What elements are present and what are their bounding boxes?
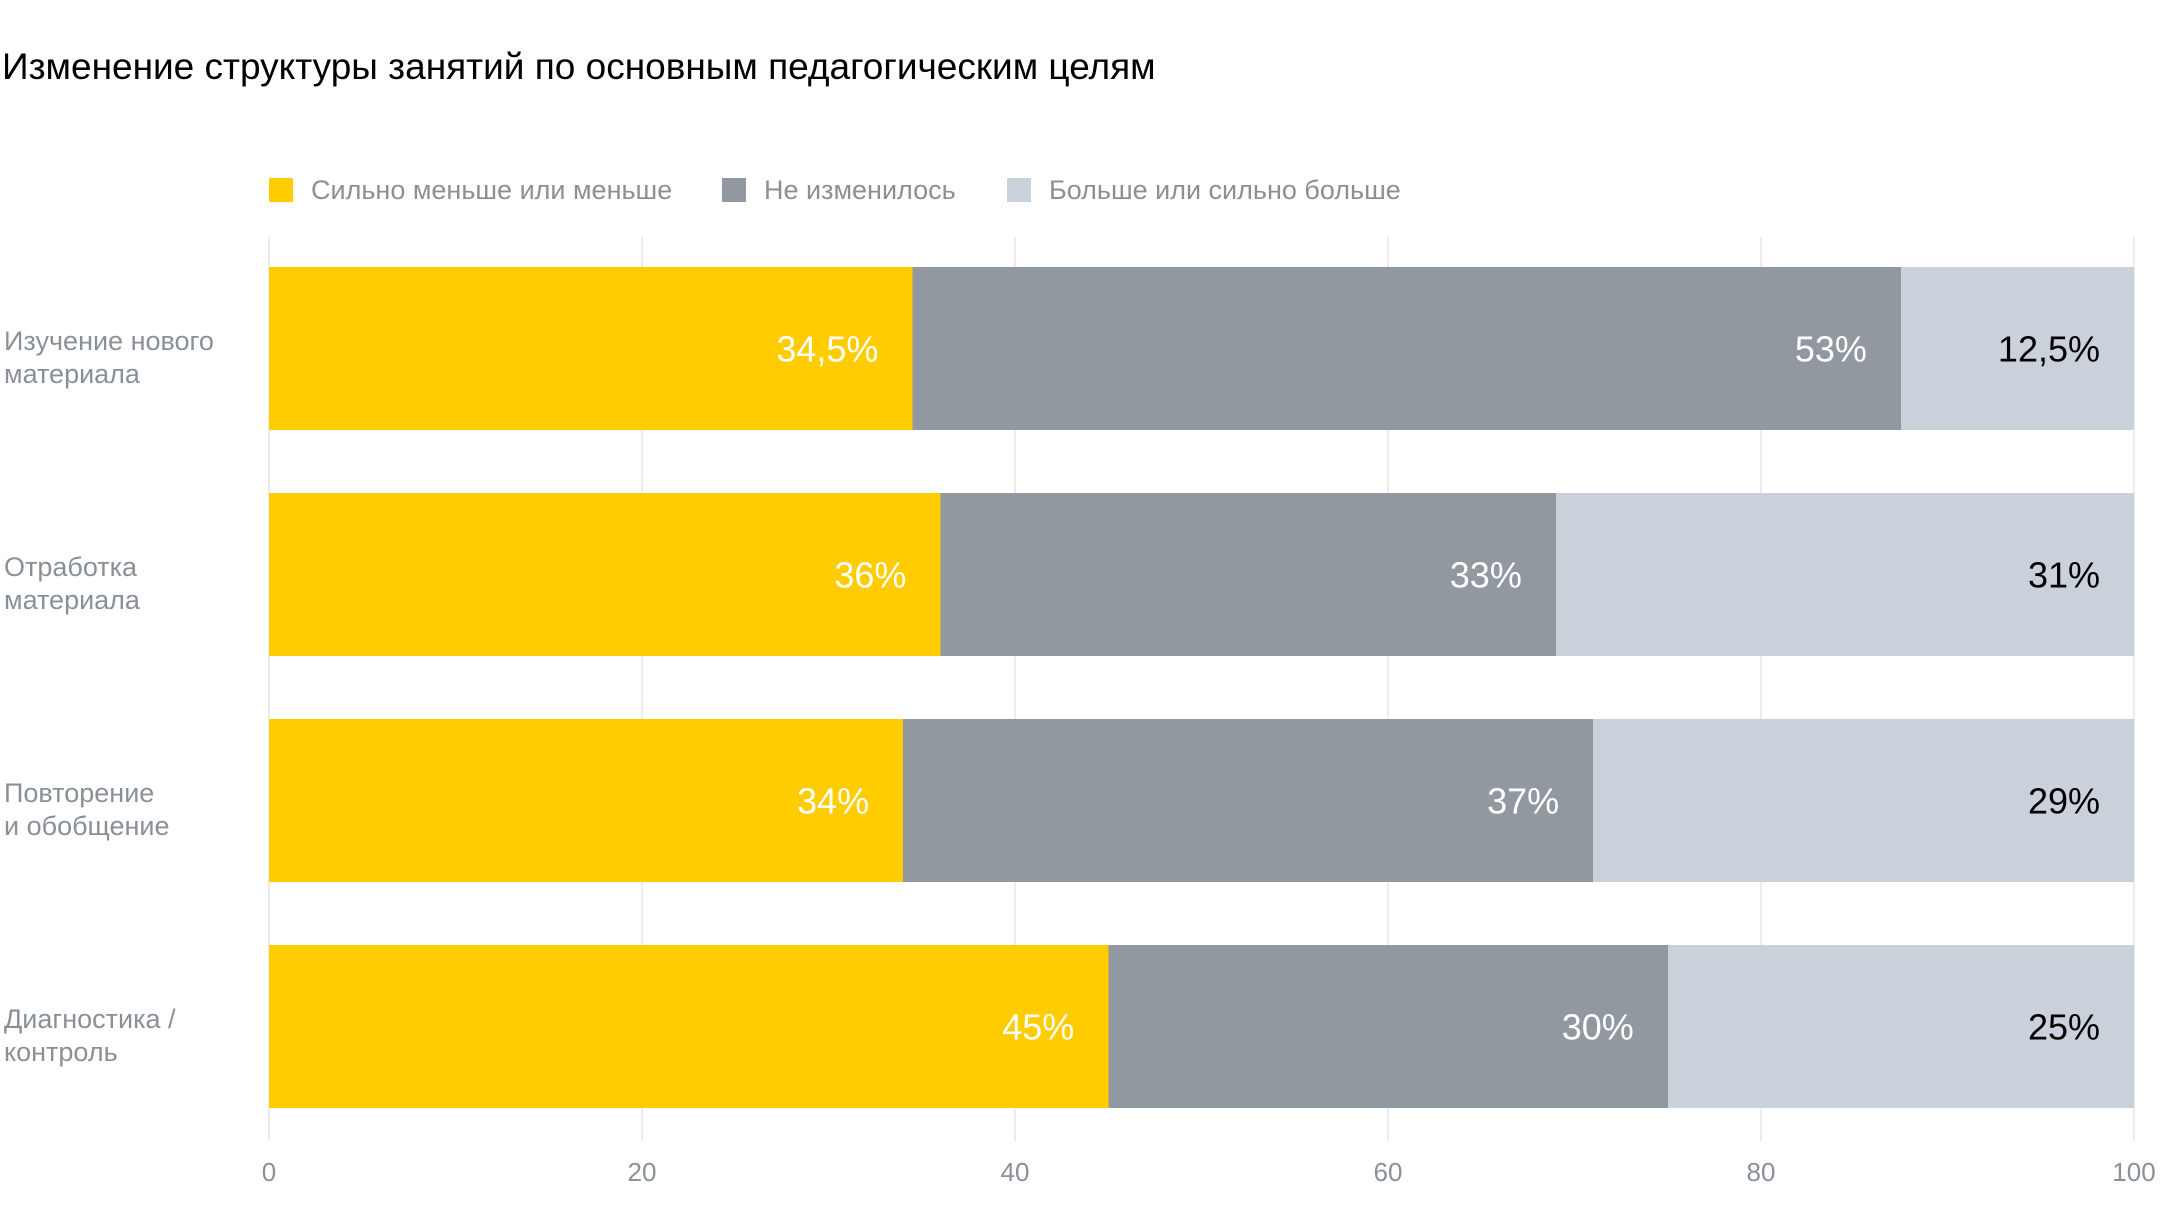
x-tick-label: 20	[628, 1157, 657, 1187]
data-labels: 34,5% 53% 12,5% 36% 33% 31% 34% 37% 29% 45% 30% 25%	[776, 329, 2100, 1048]
category-label: Повторение и обобщение	[4, 777, 170, 841]
legend-label: Не изменилось	[764, 175, 956, 205]
legend-swatch	[269, 178, 293, 202]
data-label: 45%	[1002, 1007, 1074, 1048]
x-tick-label: 40	[1001, 1157, 1030, 1187]
bars	[269, 267, 2134, 1108]
x-axis-ticks: 0 20 40 60 80 100	[262, 1157, 2156, 1187]
bar-segment	[1667, 945, 2134, 1108]
x-tick-label: 60	[1374, 1157, 1403, 1187]
bar-segment	[269, 267, 913, 430]
data-label: 36%	[834, 555, 906, 596]
data-label: 31%	[2028, 555, 2100, 596]
legend-label: Больше или сильно больше	[1049, 175, 1401, 205]
bar-segment	[1555, 493, 2134, 656]
bar-segment	[912, 267, 1901, 430]
legend-item: Больше или сильно больше	[1007, 173, 1401, 207]
bar-segment	[940, 493, 1556, 656]
bar-segment	[269, 945, 1109, 1108]
data-label: 25%	[2028, 1007, 2100, 1048]
legend-item: Сильно меньше или меньше	[269, 173, 672, 207]
bar-segment	[1593, 719, 2134, 882]
bar-segment	[903, 719, 1594, 882]
data-label: 34%	[797, 781, 869, 822]
legend-swatch	[1007, 178, 1031, 202]
x-tick-label: 80	[1747, 1157, 1776, 1187]
x-tick-label: 0	[262, 1157, 276, 1187]
bar-segment	[1108, 945, 1668, 1108]
legend-swatch	[722, 178, 746, 202]
data-label: 37%	[1487, 781, 1559, 822]
data-label: 12,5%	[1998, 329, 2100, 370]
data-label: 33%	[1450, 555, 1522, 596]
data-label: 34,5%	[776, 329, 878, 370]
bar-segment	[1900, 267, 2134, 430]
data-label: 53%	[1795, 329, 1867, 370]
category-label: Диагностика / контроль	[4, 1003, 176, 1067]
legend-label: Сильно меньше или меньше	[311, 175, 673, 205]
x-tick-label: 100	[2112, 1157, 2155, 1187]
bar-segment	[269, 493, 941, 656]
chart-title: Изменение структуры занятий по основным …	[2, 46, 1156, 87]
data-label: 29%	[2028, 781, 2100, 822]
legend-item: Не изменилось	[722, 173, 956, 207]
category-label: Изучение нового материала	[4, 325, 214, 389]
bar-segment	[269, 719, 904, 882]
data-label: 30%	[1562, 1007, 1634, 1048]
category-label: Отработка материала	[4, 551, 140, 615]
